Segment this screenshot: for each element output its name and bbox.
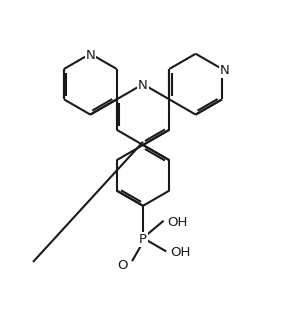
Text: N: N: [86, 49, 95, 62]
Text: OH: OH: [167, 216, 188, 229]
Text: P: P: [139, 233, 147, 246]
Text: N: N: [219, 64, 229, 77]
Text: OH: OH: [170, 246, 190, 259]
Text: O: O: [117, 259, 128, 272]
Text: N: N: [138, 79, 148, 92]
